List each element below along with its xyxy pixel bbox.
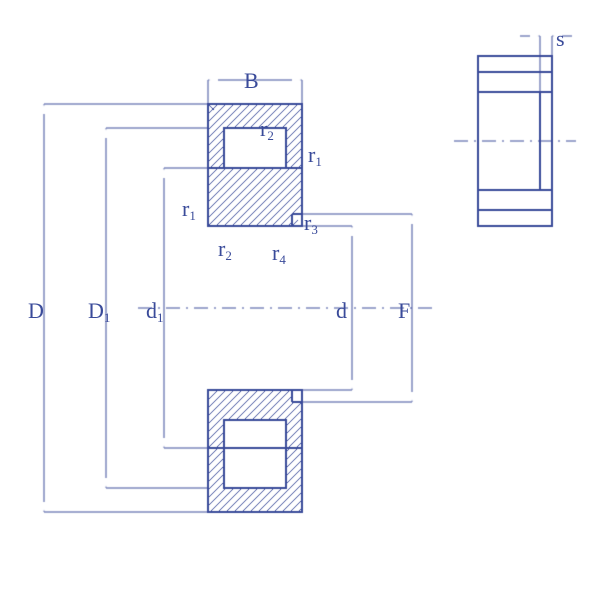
label-r1-mid: r1 <box>182 198 196 220</box>
label-B: B <box>244 70 259 92</box>
label-d: d <box>336 300 347 322</box>
label-r2-mid: r2 <box>218 238 232 260</box>
label-s: s <box>556 28 565 50</box>
label-r3-mid: r3 <box>304 212 318 234</box>
label-D1: D1 <box>88 300 110 322</box>
label-F: F <box>398 300 410 322</box>
label-r2-top: r2 <box>260 118 274 140</box>
label-d1: d1 <box>146 300 164 322</box>
label-r1-top: r1 <box>308 144 322 166</box>
label-D: D <box>28 300 44 322</box>
label-r4-mid: r4 <box>272 242 286 264</box>
